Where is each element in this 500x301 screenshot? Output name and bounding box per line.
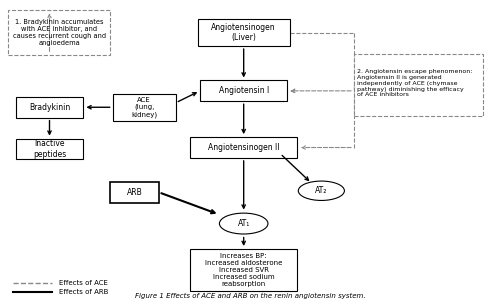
- FancyBboxPatch shape: [190, 249, 297, 291]
- Text: Inactive
peptides: Inactive peptides: [33, 139, 66, 159]
- FancyBboxPatch shape: [110, 182, 158, 203]
- Text: ARB: ARB: [126, 188, 142, 197]
- FancyBboxPatch shape: [16, 138, 84, 160]
- FancyBboxPatch shape: [354, 54, 483, 116]
- Text: 1. Bradykinin accumulates
with ACE inhibitor, and
causes recurrent cough and
ang: 1. Bradykinin accumulates with ACE inhib…: [12, 19, 106, 46]
- Text: AT₂: AT₂: [315, 186, 328, 195]
- Text: Angiotensinogen II: Angiotensinogen II: [208, 143, 280, 152]
- Text: Angiotensin I: Angiotensin I: [218, 86, 269, 95]
- Text: 2. Angiotensin escape phenomenon:
Angiotensin II is generated
independently of A: 2. Angiotensin escape phenomenon: Angiot…: [356, 69, 472, 98]
- Text: Bradykinin: Bradykinin: [29, 103, 70, 112]
- FancyBboxPatch shape: [16, 97, 84, 118]
- Text: Effects of ARB: Effects of ARB: [59, 289, 108, 295]
- FancyBboxPatch shape: [190, 137, 297, 158]
- FancyBboxPatch shape: [8, 10, 110, 55]
- Text: Figure 1 Effects of ACE and ARB on the renin angiotensin system.: Figure 1 Effects of ACE and ARB on the r…: [134, 293, 366, 299]
- Text: ACE
(lung,
kidney): ACE (lung, kidney): [131, 97, 157, 118]
- Text: Increases BP:
Increased aldosterone
Increased SVR
Increased sodium
reabsorption: Increases BP: Increased aldosterone Incr…: [205, 253, 282, 287]
- FancyBboxPatch shape: [200, 80, 288, 101]
- Text: AT₁: AT₁: [238, 219, 250, 228]
- Ellipse shape: [220, 213, 268, 234]
- Text: Effects of ACE: Effects of ACE: [59, 280, 108, 286]
- FancyBboxPatch shape: [112, 94, 176, 121]
- Ellipse shape: [298, 181, 344, 200]
- Text: Angiotensinogen
(Liver): Angiotensinogen (Liver): [212, 23, 276, 42]
- FancyBboxPatch shape: [198, 19, 290, 46]
